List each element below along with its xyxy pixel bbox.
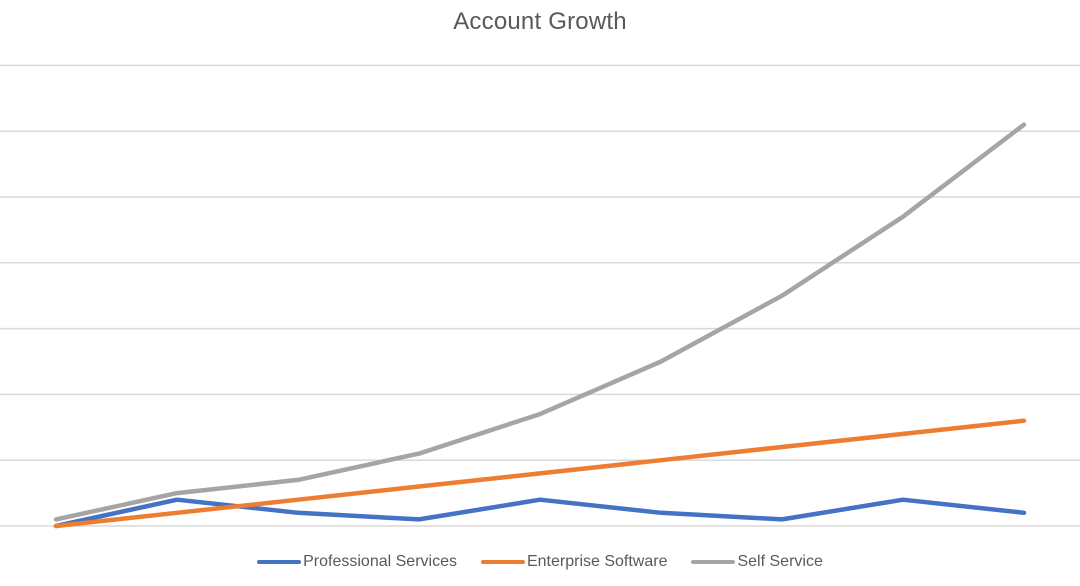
gridlines — [0, 64, 1080, 527]
legend-item-self-service[interactable]: Self Service — [691, 553, 823, 571]
series-lines — [53, 122, 1027, 529]
series-line-self-service[interactable] — [53, 122, 1027, 522]
chart-title: Account Growth — [453, 8, 627, 35]
legend: Professional Services Enterprise Softwar… — [0, 553, 1080, 571]
series-line-professional-services[interactable] — [53, 497, 1027, 529]
legend-label: Professional Services — [303, 553, 457, 570]
legend-item-enterprise-software[interactable]: Enterprise Software — [480, 553, 668, 571]
legend-label: Enterprise Software — [526, 553, 668, 570]
legend-label: Self Service — [737, 553, 823, 570]
legend-swatch-self-service — [691, 560, 736, 564]
series-line-enterprise-software[interactable] — [53, 418, 1027, 529]
legend-swatch-professional-services — [257, 560, 302, 564]
legend-swatch-enterprise-software — [480, 560, 525, 564]
legend-item-professional-services[interactable]: Professional Services — [257, 553, 457, 571]
